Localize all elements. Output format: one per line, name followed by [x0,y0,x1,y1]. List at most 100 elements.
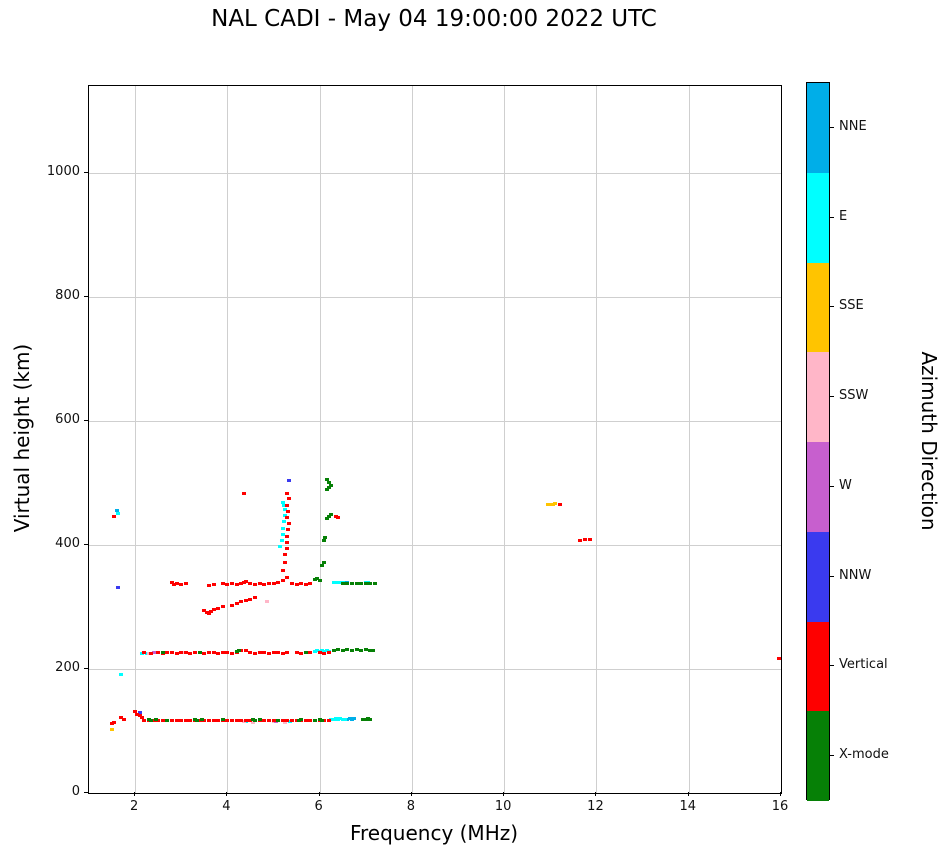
colorbar-segment-x-mode [807,711,829,801]
data-point [336,648,341,652]
data-point [286,522,291,526]
data-point [280,568,285,572]
colorbar-tick-mark [830,396,834,398]
data-point [299,718,304,722]
data-point [303,719,308,723]
data-point [183,719,188,723]
data-point [289,582,294,586]
data-point [313,649,318,653]
data-point [220,582,225,586]
data-point [557,502,562,506]
data-point [308,719,313,723]
x-tick-label: 8 [406,799,416,814]
data-point [280,578,285,582]
data-point [281,503,286,507]
data-point [262,583,267,586]
data-point [368,581,373,585]
data-point [115,586,120,590]
y-tick-mark [84,792,88,793]
data-point [359,581,364,585]
colorbar-tick-label: Vertical [839,657,888,673]
data-point [287,720,292,724]
colorbar-tick-mark [830,485,834,487]
data-point [239,719,244,723]
gridline-horizontal [89,668,781,670]
data-point [345,717,350,721]
data-point [283,553,288,557]
colorbar-axis-label: Azimuth Direction [917,351,941,531]
data-point [250,720,255,724]
x-tick-label: 14 [679,799,696,814]
data-point [578,538,583,542]
data-point [211,719,216,723]
data-point [174,718,179,722]
data-point [225,651,230,655]
data-point [315,576,320,580]
gridline-horizontal [89,296,781,298]
data-point [142,650,147,654]
data-point [370,649,375,653]
data-point [285,575,290,579]
gridline-vertical [411,86,413,793]
colorbar-segment-ssw [807,352,829,442]
data-point [197,719,202,723]
y-tick-label: 800 [55,287,80,303]
data-point [262,651,267,655]
data-point [349,581,354,585]
data-point [253,718,258,722]
data-point [294,651,299,655]
gridline-vertical [596,86,598,793]
data-point [322,538,327,542]
data-point [322,649,327,653]
data-point [250,718,255,722]
data-point [299,582,304,586]
data-point [202,609,207,613]
data-point [285,516,290,520]
gridline-vertical [319,86,321,793]
data-point [349,717,354,721]
data-point [206,583,211,587]
data-point [296,718,301,722]
data-point [326,480,331,484]
data-point [345,582,350,586]
data-point [331,648,336,652]
x-tick-mark [226,792,228,796]
data-point [236,649,241,653]
data-point [280,532,285,536]
data-point [206,651,211,655]
data-point [202,718,207,722]
colorbar-segment-vertical [807,621,829,712]
data-point [368,717,373,721]
x-tick-mark [410,792,412,796]
data-point [324,477,329,481]
data-point [285,503,290,507]
colorbar-segment-w [807,442,829,532]
data-point [243,648,248,652]
y-tick-label: 400 [55,535,80,551]
data-point [165,718,170,722]
data-point [366,580,371,584]
data-point [363,717,368,721]
data-point [248,651,253,655]
data-point [149,718,154,722]
data-point [285,718,290,722]
data-point [257,651,262,655]
data-point [248,582,253,586]
data-point [153,718,158,722]
data-point [230,718,234,722]
data-point [294,719,299,723]
data-point [146,718,151,722]
data-point [243,579,248,583]
data-point [279,538,284,542]
data-point [347,716,352,720]
data-point [160,718,165,722]
data-point [253,651,258,655]
data-point [248,597,253,601]
data-point [266,719,271,723]
data-point [317,718,322,722]
data-point [119,672,124,676]
x-tick-label: 10 [494,799,512,814]
data-point [142,719,147,723]
data-point [112,514,117,518]
data-point [193,651,198,655]
